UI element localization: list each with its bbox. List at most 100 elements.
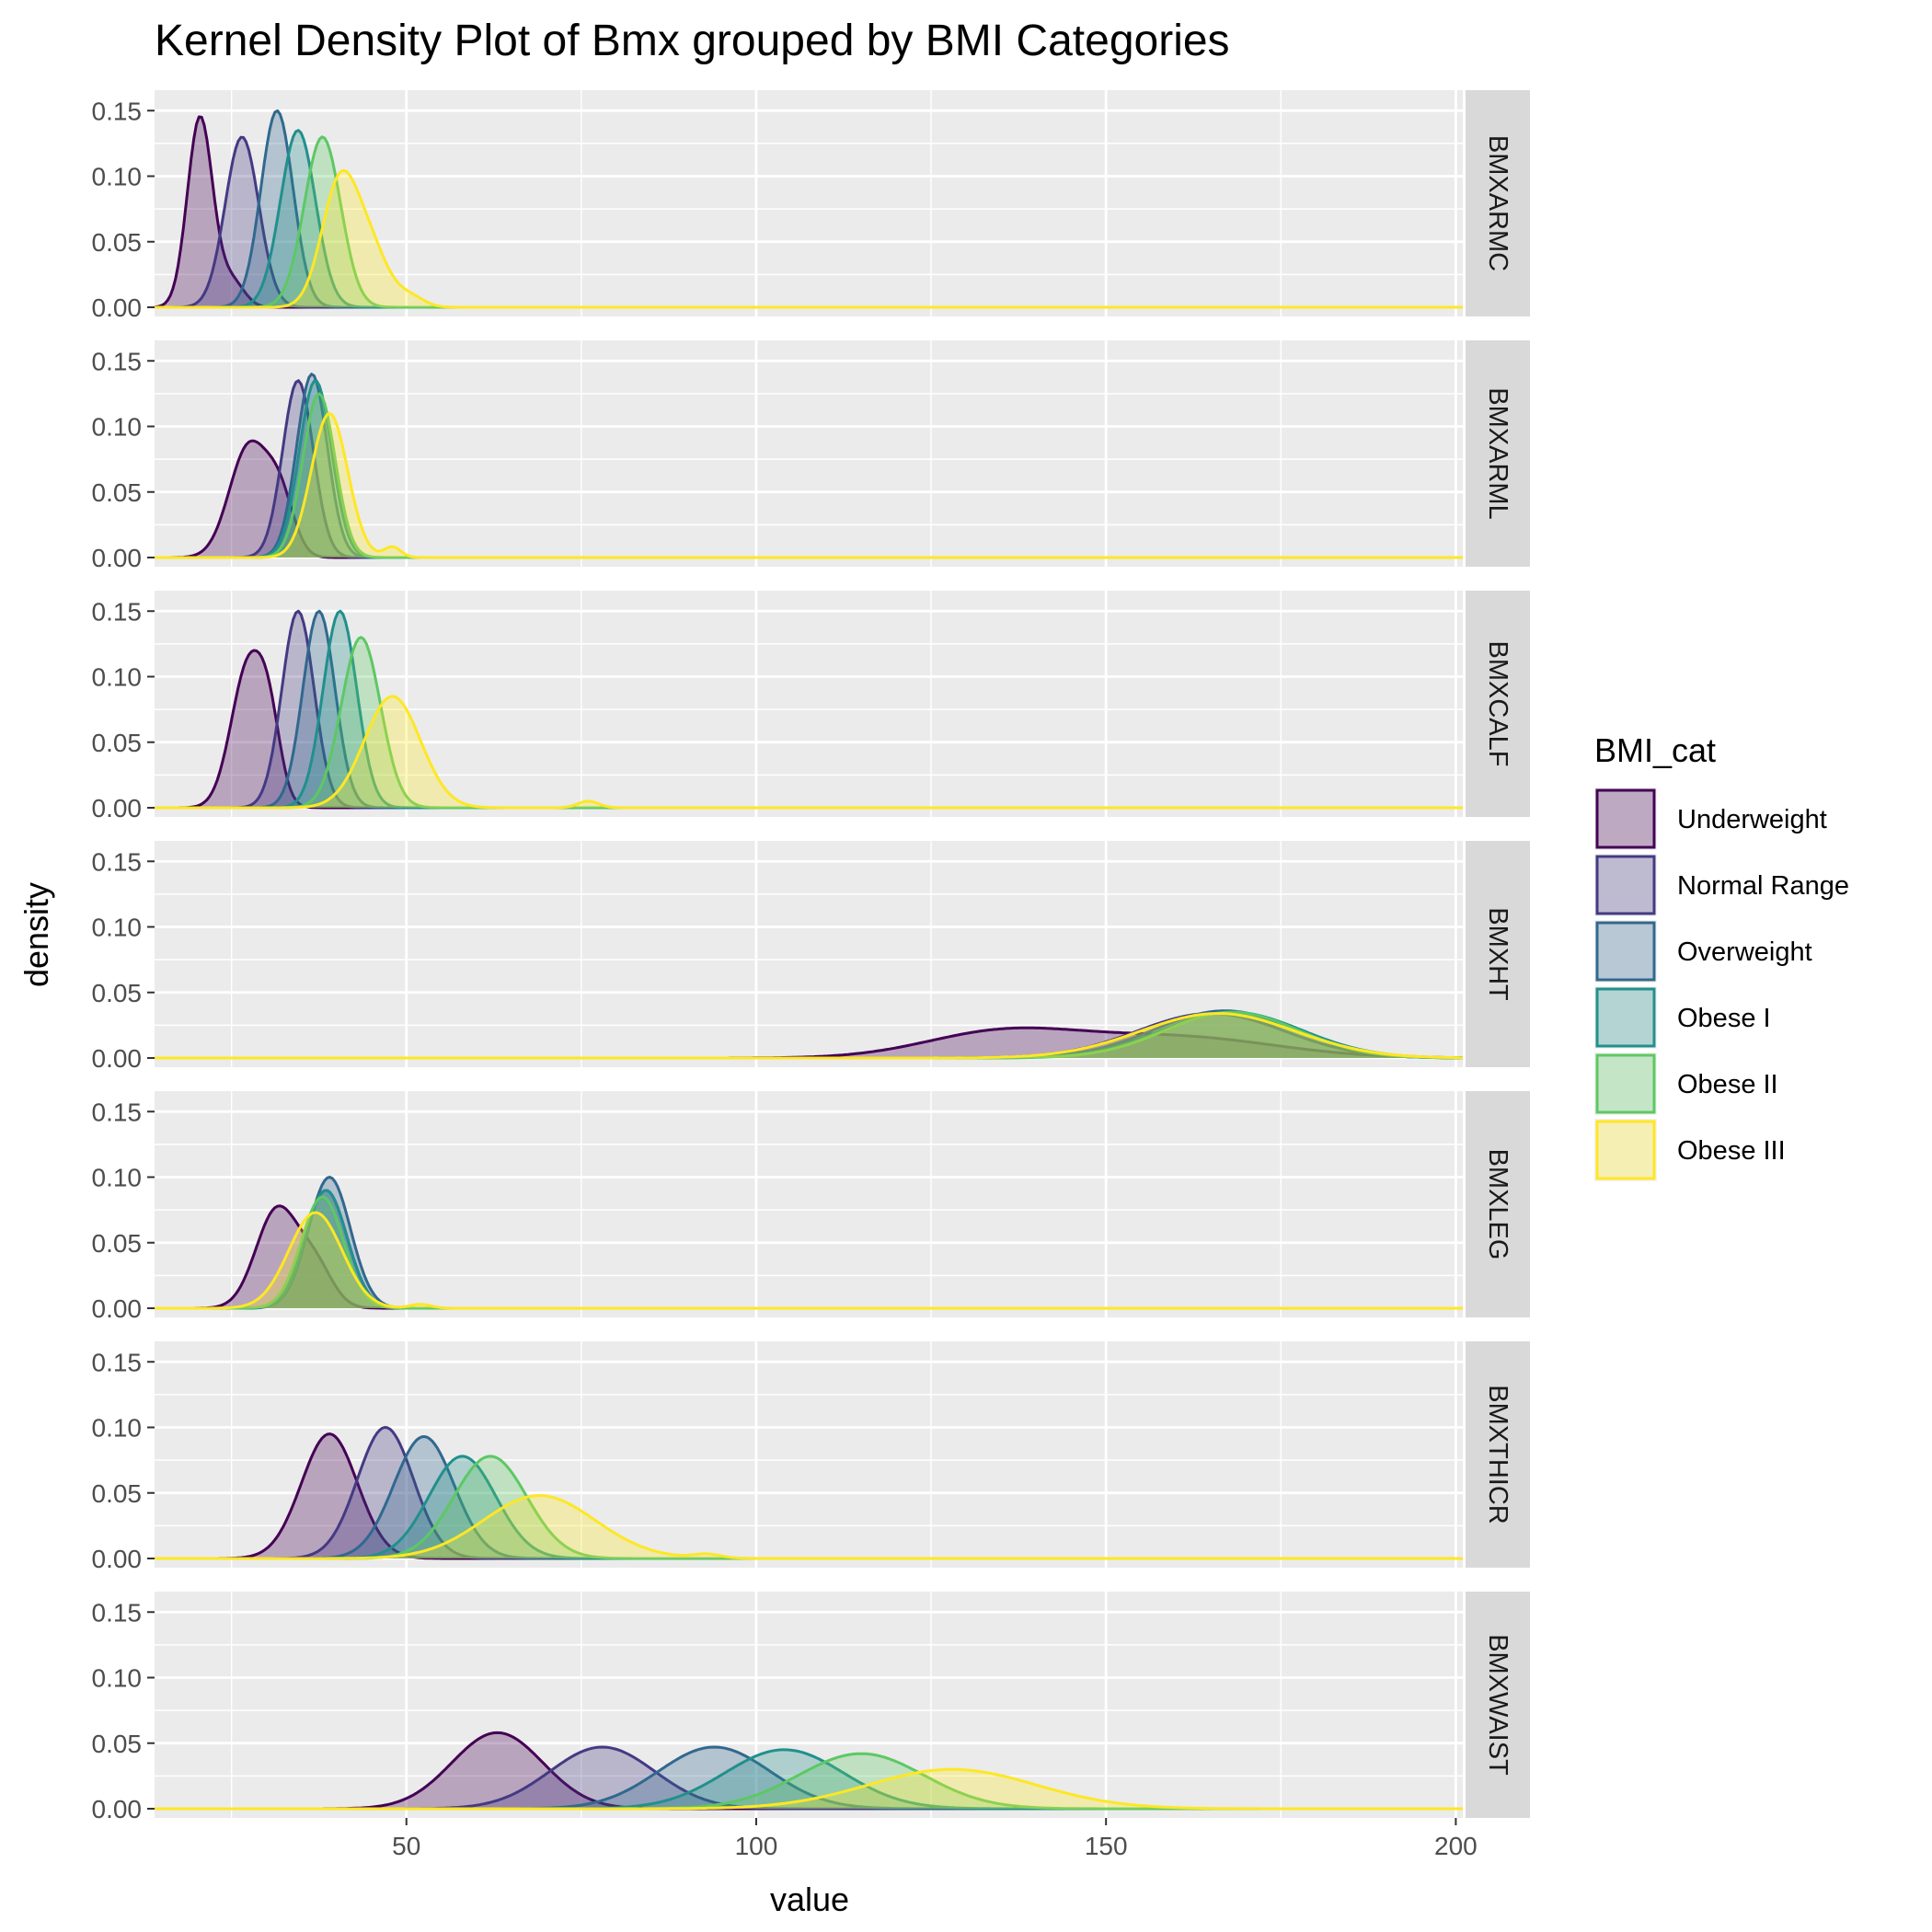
legend-item-obese-i: Obese I xyxy=(1594,986,1771,1049)
density-line xyxy=(155,1012,1463,1060)
y-tick-label: 0.05 xyxy=(92,1730,143,1758)
density-area xyxy=(155,1455,1463,1558)
facet-strip-label: BMXWAIST xyxy=(1483,1634,1512,1776)
density-area xyxy=(155,441,1463,558)
density-area xyxy=(155,1427,1463,1558)
density-area xyxy=(155,1196,1463,1308)
facet-panel-bmxcalf: 0.00 0.05 0.10 0.15 BMXCALF xyxy=(92,591,1530,822)
y-tick-label: 0.10 xyxy=(92,1664,143,1693)
legend-item-underweight: Underweight xyxy=(1594,788,1827,850)
y-tick-label: 0.15 xyxy=(92,97,143,125)
legend-label: Normal Range xyxy=(1677,871,1849,901)
y-tick-label: 0.05 xyxy=(92,729,143,757)
facet-strip-label: BMXARMC xyxy=(1483,135,1512,271)
density-area xyxy=(155,696,1463,808)
density-area xyxy=(155,1012,1463,1058)
density-area xyxy=(155,1190,1463,1308)
legend-item-obese-iii: Obese III xyxy=(1594,1119,1786,1181)
x-tick-label: 100 xyxy=(735,1832,778,1860)
legend-key-bg xyxy=(1594,788,1657,850)
density-area xyxy=(155,1213,1463,1308)
x-axis: 50 100 150 200 xyxy=(392,1818,1478,1860)
facet-strip xyxy=(1466,1341,1530,1568)
density-line xyxy=(155,1494,1463,1560)
y-tick-label: 0.00 xyxy=(92,1044,143,1073)
legend-swatch xyxy=(1595,1053,1656,1114)
density-line xyxy=(155,1767,1463,1811)
y-tick-label: 0.00 xyxy=(92,544,143,572)
panel-background xyxy=(155,340,1463,567)
density-obese-iii xyxy=(155,1012,1463,1060)
legend-label: Underweight xyxy=(1677,805,1827,834)
y-tick-label: 0.10 xyxy=(92,914,143,942)
y-tick-label: 0.15 xyxy=(92,1098,143,1126)
density-area xyxy=(155,1455,1463,1558)
y-tick-label: 0.00 xyxy=(92,1545,143,1573)
y-tick-label: 0.10 xyxy=(92,163,143,191)
y-tick-label: 0.05 xyxy=(92,1479,143,1508)
legend-key-bg xyxy=(1594,920,1657,983)
y-tick-label: 0.05 xyxy=(92,979,143,1007)
legend-swatch xyxy=(1595,788,1656,849)
legend-swatch xyxy=(1595,987,1656,1048)
density-area xyxy=(155,130,1463,307)
y-tick-label: 0.00 xyxy=(92,794,143,822)
density-area xyxy=(155,1754,1463,1809)
legend-swatch xyxy=(1595,855,1656,915)
density-area xyxy=(155,1190,1463,1308)
facet-strip-label: BMXARML xyxy=(1483,387,1512,519)
facet-panel-bmxarmc: 0.00 0.05 0.10 0.15 BMXARMC xyxy=(92,90,1530,322)
density-obese-iii xyxy=(155,411,1463,559)
facet-strip xyxy=(1466,340,1530,567)
legend-label: Overweight xyxy=(1677,937,1812,967)
density-area xyxy=(155,1749,1463,1809)
legend: BMI_cat Underweight Normal Range Overweight… xyxy=(1594,731,1849,1181)
y-tick-label: 0.15 xyxy=(92,597,143,626)
facet-panel-bmxthicr: 0.00 0.05 0.10 0.15 BMXTHICR xyxy=(92,1341,1530,1573)
x-tick-label: 200 xyxy=(1434,1832,1478,1860)
panel-background xyxy=(155,841,1463,1067)
y-tick-label: 0.05 xyxy=(92,228,143,257)
density-area xyxy=(155,1012,1463,1058)
legend-title: BMI_cat xyxy=(1594,731,1716,769)
panel-background xyxy=(155,90,1463,316)
density-area xyxy=(155,1028,1463,1058)
y-tick-label: 0.00 xyxy=(92,1795,143,1823)
density-area xyxy=(155,1013,1463,1058)
facet-strip-label: BMXCALF xyxy=(1483,641,1512,767)
facet-strip xyxy=(1466,1592,1530,1818)
facet-strip xyxy=(1466,841,1530,1067)
density-area xyxy=(155,1205,1463,1308)
legend-swatch xyxy=(1595,1120,1656,1180)
chart-title: Kernel Density Plot of Bmx grouped by BM… xyxy=(155,17,1230,65)
facet-strip-label: BMXHT xyxy=(1483,907,1512,1001)
density-area xyxy=(155,136,1463,307)
facet-panel-bmxht: 0.00 0.05 0.10 0.15 BMXHT xyxy=(92,841,1530,1073)
y-tick-label: 0.15 xyxy=(92,1598,143,1627)
legend-swatch xyxy=(1595,921,1656,982)
facet-strip xyxy=(1466,1091,1530,1317)
legend-key-bg xyxy=(1594,854,1657,916)
density-area xyxy=(155,1433,1463,1558)
density-area xyxy=(155,1436,1463,1558)
legend-label: Obese III xyxy=(1677,1136,1786,1166)
density-line xyxy=(155,695,1463,810)
y-tick-label: 0.00 xyxy=(92,293,143,322)
density-obese-iii xyxy=(155,695,1463,810)
legend-label: Obese II xyxy=(1677,1070,1778,1099)
panel-background xyxy=(155,1091,1463,1317)
y-tick-label: 0.15 xyxy=(92,1348,143,1376)
facet-panel-bmxleg: 0.00 0.05 0.10 0.15 BMXLEG xyxy=(92,1091,1530,1323)
y-tick-label: 0.15 xyxy=(92,347,143,375)
legend-key-bg xyxy=(1594,986,1657,1049)
x-tick-label: 150 xyxy=(1085,1832,1128,1860)
y-tick-label: 0.00 xyxy=(92,1294,143,1323)
density-obese-iii xyxy=(155,1211,1463,1310)
density-area xyxy=(155,1732,1463,1809)
facet-panel-bmxarml: 0.00 0.05 0.10 0.15 BMXARML xyxy=(92,340,1530,572)
legend-key-bg xyxy=(1594,1119,1657,1181)
legend-item-normal-range: Normal Range xyxy=(1594,854,1849,916)
x-axis-title: value xyxy=(770,1880,849,1918)
density-area xyxy=(155,1495,1463,1558)
facet-panel-bmxwaist: 0.00 0.05 0.10 0.15 BMXWAIST xyxy=(92,1592,1530,1823)
